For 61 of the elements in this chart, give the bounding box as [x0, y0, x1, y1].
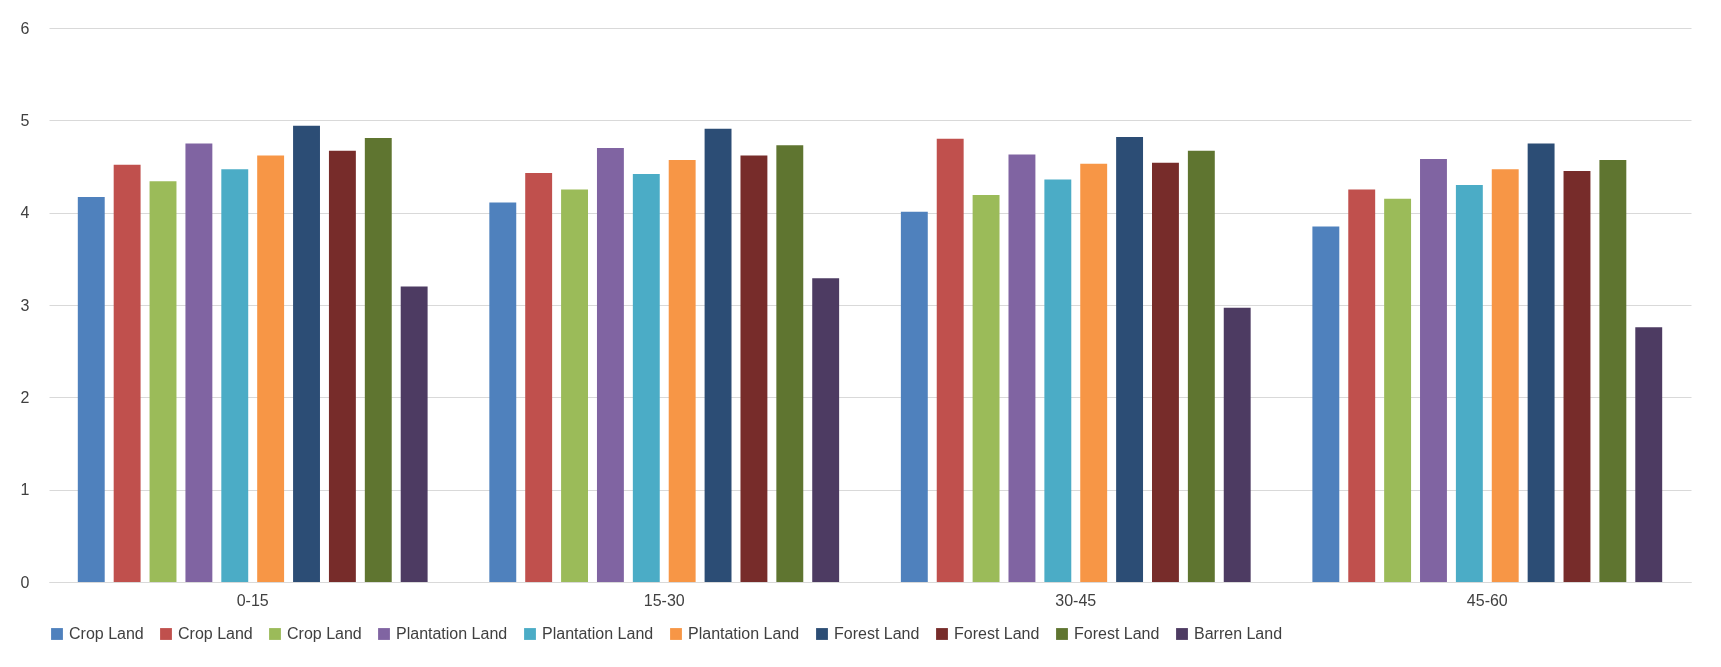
bar [1187, 150, 1215, 582]
bar [972, 195, 1000, 582]
bar [185, 143, 213, 582]
bar [328, 150, 356, 582]
bar [77, 196, 105, 582]
x-tick-label: 15-30 [643, 591, 685, 609]
bar [1563, 171, 1591, 582]
bar [489, 202, 517, 582]
bar [1599, 160, 1627, 582]
bar [400, 286, 428, 582]
bar [1152, 162, 1179, 582]
bar [900, 211, 928, 582]
bar [1635, 327, 1663, 582]
y-tick-label: 3 [20, 296, 30, 314]
bar [668, 160, 696, 582]
bar [1080, 163, 1108, 582]
bar [1455, 184, 1483, 582]
y-tick-label: 2 [20, 388, 30, 406]
legend-label: Forest Land [1074, 625, 1160, 642]
x-tick-label: 45-60 [1466, 591, 1508, 609]
bar [936, 138, 964, 582]
y-tick-label: 5 [20, 111, 30, 129]
bar [776, 145, 804, 582]
y-tick-label: 0 [20, 573, 30, 591]
bar [364, 137, 392, 582]
bar [149, 181, 177, 582]
legend-label: Forest Land [954, 625, 1040, 642]
bar [257, 155, 285, 582]
x-tick-label: 30-45 [1055, 591, 1097, 609]
bar [1384, 198, 1412, 582]
legend-label: Plantation Land [688, 625, 800, 642]
bar [812, 278, 840, 582]
x-tick-label: 0-15 [236, 591, 269, 609]
bar [596, 148, 624, 582]
bar [1223, 307, 1251, 582]
bar [1420, 159, 1447, 582]
bar [113, 164, 141, 582]
bar [525, 172, 553, 582]
bar [1044, 179, 1072, 582]
bar [1312, 226, 1340, 582]
bar [740, 155, 768, 582]
legend-label: Forest Land [834, 625, 920, 642]
bar [632, 173, 660, 582]
bar [221, 169, 249, 582]
y-tick-label: 4 [20, 204, 30, 222]
bar [1491, 169, 1519, 582]
bar [704, 128, 732, 582]
bar [1008, 154, 1036, 582]
bar [1527, 143, 1555, 582]
legend-label: Crop Land [287, 625, 362, 642]
bar [1116, 136, 1144, 582]
legend-label: Plantation Land [396, 625, 508, 642]
legend-label: Crop Land [178, 625, 253, 642]
y-tick-label: 1 [20, 481, 30, 499]
bar [561, 189, 588, 582]
bar [293, 125, 320, 582]
y-tick-label: 6 [20, 19, 30, 37]
legend-label: Plantation Land [542, 625, 654, 642]
legend-label: Barren Land [1194, 625, 1283, 642]
legend-label: Crop Land [69, 625, 144, 642]
bar [1348, 189, 1376, 582]
